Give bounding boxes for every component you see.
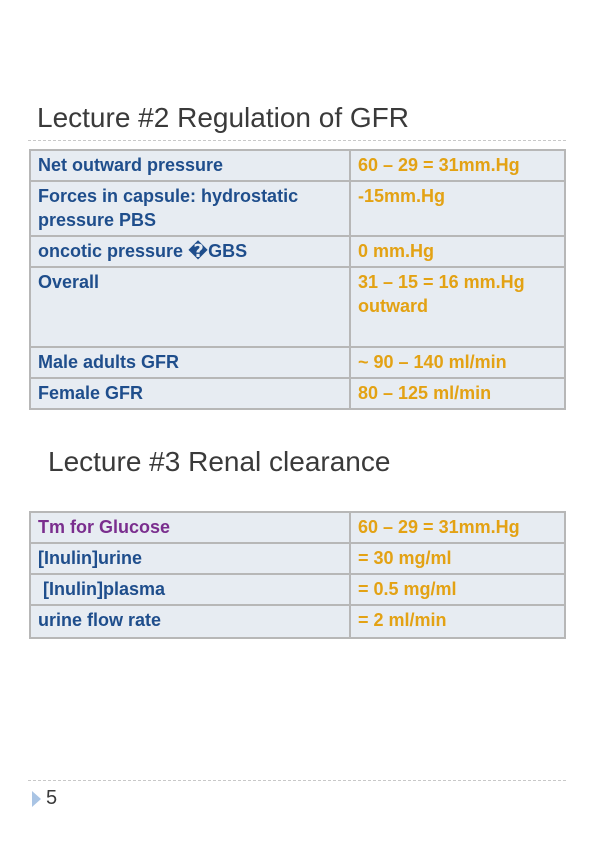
table-row: Net outward pressure 60 – 29 = 31mm.Hg	[29, 149, 566, 182]
row-value: 31 – 15 = 16 mm.Hg outward	[349, 266, 566, 348]
row-value: ~ 90 – 140 ml/min	[349, 346, 566, 379]
row-value: 80 – 125 ml/min	[349, 377, 566, 410]
row-label: urine flow rate	[29, 604, 351, 639]
title-divider	[28, 140, 566, 141]
row-label: [Inulin]plasma	[29, 573, 351, 606]
table-row: [Inulin]plasma = 0.5 mg/ml	[29, 573, 566, 606]
row-label: Male adults GFR	[29, 346, 351, 379]
slide-marker-icon	[32, 791, 41, 807]
table-row: oncotic pressure �GBS 0 mm.Hg	[29, 235, 566, 268]
table-row: Tm for Glucose 60 – 29 = 31mm.Hg	[29, 511, 566, 544]
row-label: Tm for Glucose	[29, 511, 351, 544]
row-label: [Inulin]urine	[29, 542, 351, 575]
row-value: 0 mm.Hg	[349, 235, 566, 268]
row-value: = 30 mg/ml	[349, 542, 566, 575]
table-row: Overall 31 – 15 = 16 mm.Hg outward	[29, 266, 566, 348]
row-value: 60 – 29 = 31mm.Hg	[349, 511, 566, 544]
row-label: Net outward pressure	[29, 149, 351, 182]
row-value: 60 – 29 = 31mm.Hg	[349, 149, 566, 182]
row-label: Forces in capsule: hydrostatic pressure …	[29, 180, 351, 237]
row-label: oncotic pressure �GBS	[29, 235, 351, 268]
lecture-3-title: Lecture #3 Renal clearance	[48, 446, 391, 477]
table-row: urine flow rate = 2 ml/min	[29, 604, 566, 639]
gfr-table: Net outward pressure 60 – 29 = 31mm.Hg F…	[29, 149, 566, 410]
table-row: [Inulin]urine = 30 mg/ml	[29, 542, 566, 575]
row-label: Overall	[29, 266, 351, 348]
footer-divider	[28, 780, 566, 781]
table-row: Forces in capsule: hydrostatic pressure …	[29, 180, 566, 237]
lecture-2-title: Lecture #2 Regulation of GFR	[37, 102, 409, 133]
row-value: = 2 ml/min	[349, 604, 566, 639]
table-row: Male adults GFR ~ 90 – 140 ml/min	[29, 346, 566, 379]
table-row: Female GFR 80 – 125 ml/min	[29, 377, 566, 410]
row-value: -15mm.Hg	[349, 180, 566, 237]
row-value: = 0.5 mg/ml	[349, 573, 566, 606]
row-label: Female GFR	[29, 377, 351, 410]
clearance-table: Tm for Glucose 60 – 29 = 31mm.Hg [Inulin…	[29, 511, 566, 639]
page-number: 5	[46, 787, 58, 809]
